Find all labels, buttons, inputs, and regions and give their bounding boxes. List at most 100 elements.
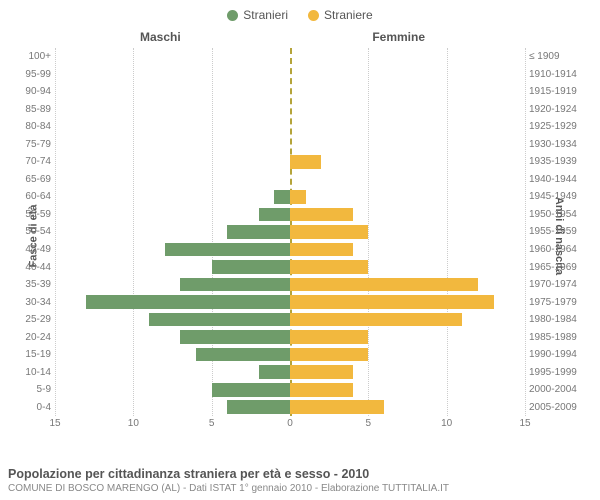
xtick: 5 [366, 418, 372, 429]
age-label: 5-9 [15, 384, 55, 395]
age-label: 100+ [15, 51, 55, 62]
footer-title: Popolazione per cittadinanza straniera p… [8, 467, 592, 481]
x-axis: 15105051015 [55, 418, 525, 438]
age-label: 90-94 [15, 86, 55, 97]
pyramid-row: 95-991910-1914 [55, 66, 525, 84]
age-label: 10-14 [15, 367, 55, 378]
bar-female [290, 278, 478, 292]
bar-female [290, 400, 384, 414]
xtick: 15 [49, 418, 60, 429]
age-label: 80-84 [15, 121, 55, 132]
pyramid-row: 25-291980-1984 [55, 311, 525, 329]
pyramid-row: 10-141995-1999 [55, 363, 525, 381]
birth-label: 1930-1934 [525, 139, 595, 150]
birth-label: 1995-1999 [525, 367, 595, 378]
footer-sub: COMUNE DI BOSCO MARENGO (AL) - Dati ISTA… [8, 483, 592, 494]
age-label: 60-64 [15, 191, 55, 202]
bar-female [290, 225, 368, 239]
birth-label: 1970-1974 [525, 279, 595, 290]
bar-male [227, 225, 290, 239]
bar-female [290, 313, 462, 327]
pyramid-row: 40-441965-1969 [55, 258, 525, 276]
bar-female [290, 260, 368, 274]
pyramid-row: 85-891920-1924 [55, 101, 525, 119]
bar-male [196, 348, 290, 362]
birth-label: 1920-1924 [525, 104, 595, 115]
age-label: 85-89 [15, 104, 55, 115]
birth-label: 1945-1949 [525, 191, 595, 202]
footer: Popolazione per cittadinanza straniera p… [8, 467, 592, 494]
legend: Stranieri Straniere [0, 0, 600, 26]
birth-label: 1915-1919 [525, 86, 595, 97]
bar-male [165, 243, 290, 257]
bar-male [212, 383, 290, 397]
pyramid-row: 30-341975-1979 [55, 293, 525, 311]
age-label: 65-69 [15, 174, 55, 185]
xtick: 0 [287, 418, 293, 429]
pyramid-row: 50-541955-1959 [55, 223, 525, 241]
birth-label: 1960-1964 [525, 244, 595, 255]
col-title-female: Femmine [372, 30, 425, 44]
birth-label: ≤ 1909 [525, 51, 595, 62]
pyramid-row: 70-741935-1939 [55, 153, 525, 171]
birth-label: 1990-1994 [525, 349, 595, 360]
legend-item-female: Straniere [308, 8, 373, 22]
bar-male [259, 365, 290, 379]
pyramid-row: 45-491960-1964 [55, 241, 525, 259]
birth-label: 1925-1929 [525, 121, 595, 132]
pyramid-row: 55-591950-1954 [55, 206, 525, 224]
age-label: 50-54 [15, 226, 55, 237]
birth-label: 1985-1989 [525, 332, 595, 343]
xtick: 5 [209, 418, 215, 429]
chart-area: Maschi Femmine Fasce di età Anni di nasc… [0, 26, 600, 446]
age-label: 75-79 [15, 139, 55, 150]
age-label: 35-39 [15, 279, 55, 290]
pyramid-row: 15-191990-1994 [55, 346, 525, 364]
age-label: 15-19 [15, 349, 55, 360]
age-label: 45-49 [15, 244, 55, 255]
birth-label: 1980-1984 [525, 314, 595, 325]
bar-male [180, 278, 290, 292]
pyramid-row: 20-241985-1989 [55, 328, 525, 346]
birth-label: 1910-1914 [525, 69, 595, 80]
birth-label: 2000-2004 [525, 384, 595, 395]
age-label: 30-34 [15, 297, 55, 308]
bar-male [212, 260, 290, 274]
bar-female [290, 348, 368, 362]
age-label: 70-74 [15, 156, 55, 167]
pyramid-row: 60-641945-1949 [55, 188, 525, 206]
legend-item-male: Stranieri [227, 8, 288, 22]
bar-male [86, 295, 290, 309]
bar-male [259, 208, 290, 222]
bar-male [149, 313, 290, 327]
bar-female [290, 365, 353, 379]
birth-label: 1975-1979 [525, 297, 595, 308]
pyramid-row: 90-941915-1919 [55, 83, 525, 101]
pyramid-row: 75-791930-1934 [55, 136, 525, 154]
pyramid-row: 5-92000-2004 [55, 381, 525, 399]
bar-male [274, 190, 290, 204]
xtick: 10 [441, 418, 452, 429]
legend-label-male: Stranieri [243, 8, 288, 22]
birth-label: 1935-1939 [525, 156, 595, 167]
birth-label: 2005-2009 [525, 402, 595, 413]
bar-female [290, 190, 306, 204]
birth-label: 1955-1959 [525, 226, 595, 237]
bar-female [290, 155, 321, 169]
pyramid-row: 0-42005-2009 [55, 398, 525, 416]
xtick: 10 [128, 418, 139, 429]
age-label: 20-24 [15, 332, 55, 343]
birth-label: 1940-1944 [525, 174, 595, 185]
birth-label: 1950-1954 [525, 209, 595, 220]
age-label: 0-4 [15, 402, 55, 413]
bar-female [290, 243, 353, 257]
pyramid-row: 100+≤ 1909 [55, 48, 525, 66]
age-label: 40-44 [15, 262, 55, 273]
pyramid-row: 80-841925-1929 [55, 118, 525, 136]
age-label: 55-59 [15, 209, 55, 220]
age-label: 95-99 [15, 69, 55, 80]
bar-male [180, 330, 290, 344]
bar-female [290, 330, 368, 344]
bar-female [290, 383, 353, 397]
bar-female [290, 295, 494, 309]
